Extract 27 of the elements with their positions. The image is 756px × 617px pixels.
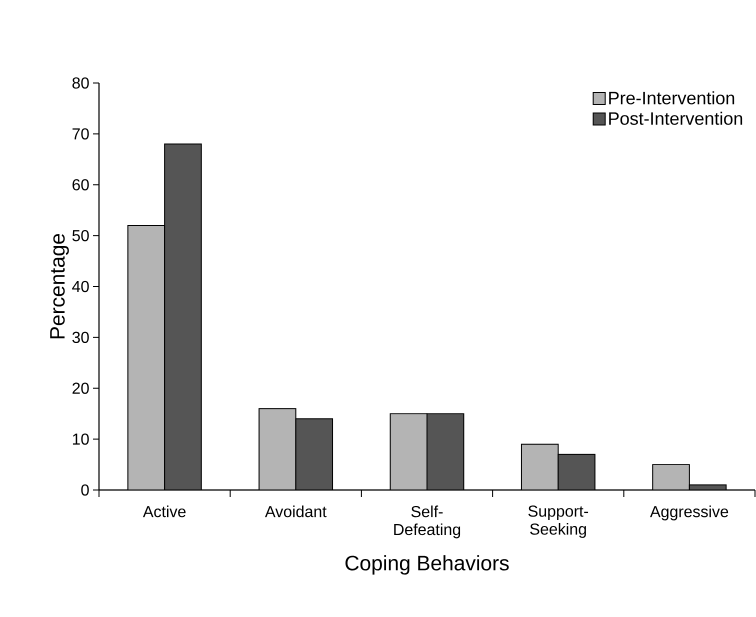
- y-tick-label: 30: [72, 332, 89, 344]
- legend-label: Pre-Intervention: [609, 91, 734, 104]
- bar: [127, 224, 166, 490]
- legend-label: Post-Intervention: [609, 112, 742, 125]
- y-tick-label: 10: [72, 433, 89, 445]
- y-tick-label: 80: [72, 77, 89, 89]
- x-tick-label: Aggressive: [650, 506, 728, 520]
- x-axis-title: Coping Behaviors: [345, 555, 509, 575]
- bar: [520, 444, 559, 490]
- bar: [390, 413, 428, 490]
- y-tick-label: 20: [72, 382, 89, 394]
- y-tick-label: 70: [72, 128, 89, 140]
- y-tick-label: 0: [81, 484, 89, 496]
- y-tick-label: 50: [72, 230, 89, 242]
- bar: [295, 418, 334, 490]
- bar: [558, 454, 596, 490]
- y-tick-label: 60: [72, 179, 89, 190]
- bar: [652, 464, 690, 490]
- bar: [258, 408, 296, 490]
- x-tick-label: Avoidant: [264, 506, 327, 518]
- bar: [164, 144, 202, 490]
- bar: [426, 413, 464, 490]
- y-tick-label: 40: [72, 280, 89, 292]
- x-tick-label: Support-Seeking: [528, 506, 588, 538]
- x-tick-label: Self-Defeating: [394, 506, 460, 538]
- y-axis-title: Percentage: [50, 234, 69, 338]
- x-tick-label: Active: [142, 506, 186, 518]
